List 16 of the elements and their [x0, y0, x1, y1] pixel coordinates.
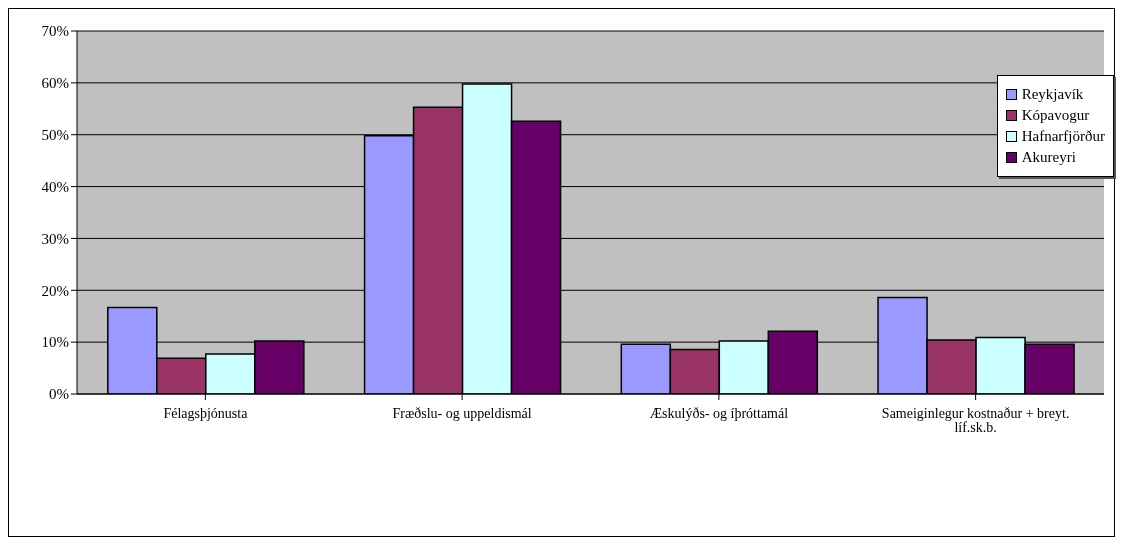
y-tick-label: 0% — [49, 386, 69, 403]
legend-label: Akureyri — [1021, 149, 1076, 166]
legend-label: Hafnarfjörður — [1021, 128, 1105, 145]
y-tick-label: 50% — [41, 127, 69, 144]
y-tick-label: 30% — [41, 230, 69, 247]
legend-label: Reykjavík — [1021, 86, 1084, 103]
x-tick-label: Æskulýðs- og íþróttamál — [649, 405, 789, 421]
y-tick-label: 20% — [41, 282, 69, 299]
y-tick-label: 40% — [41, 178, 69, 195]
y-tick-label: 60% — [41, 75, 69, 92]
x-tick-label: Fræðslu- og uppeldismál — [392, 405, 532, 421]
y-tick-label: 10% — [41, 334, 69, 351]
x-tick-label: Sameiginlegur kostnaður + breyt. líf.sk.b. — [881, 405, 1070, 435]
y-tick-label: 70% — [41, 23, 69, 40]
x-tick-label: Félagsþjónusta — [163, 405, 249, 421]
legend-label: Kópavogur — [1021, 107, 1090, 124]
